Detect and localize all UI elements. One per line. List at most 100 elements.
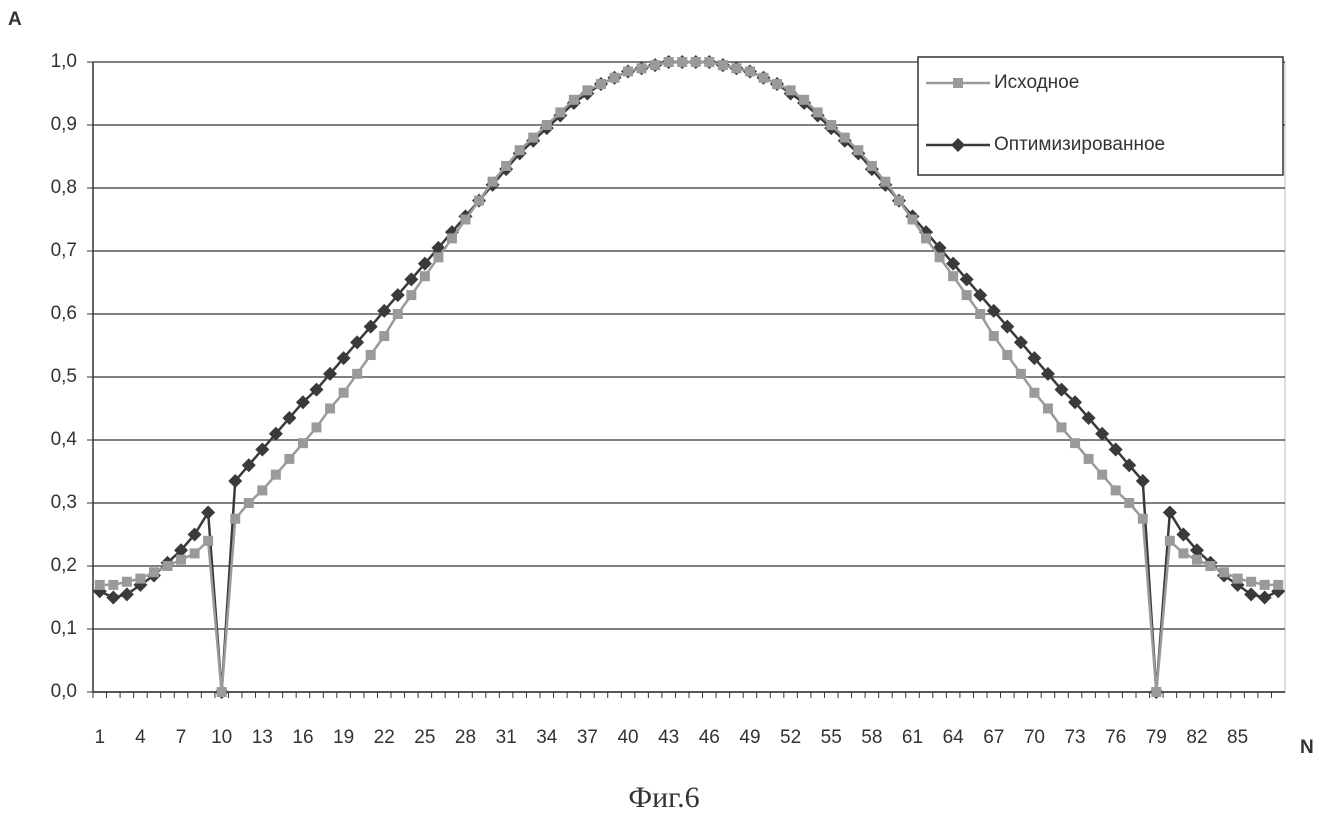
data-point — [474, 196, 484, 206]
x-tick-label: 52 — [780, 727, 801, 748]
data-point — [515, 145, 525, 155]
y-tick-label: 0,3 — [51, 492, 77, 513]
legend: Исходное Оптимизированное — [918, 57, 1283, 175]
data-point — [298, 438, 308, 448]
data-point — [135, 574, 145, 584]
caption: Фиг.6 — [628, 781, 699, 814]
x-tick-label: 13 — [252, 727, 273, 748]
x-tick-label: 40 — [617, 727, 638, 748]
data-point — [420, 271, 430, 281]
data-point — [244, 498, 254, 508]
data-point — [257, 485, 267, 495]
data-point — [555, 107, 565, 117]
data-point — [596, 79, 606, 89]
x-axis-label: N — [1300, 737, 1314, 758]
data-point — [908, 215, 918, 225]
data-point — [488, 177, 498, 187]
x-tick-label: 19 — [333, 727, 354, 748]
data-point — [1029, 388, 1039, 398]
x-tick-label: 34 — [536, 727, 558, 748]
data-point — [718, 60, 728, 70]
data-point — [840, 133, 850, 143]
y-axis-label: A — [8, 9, 22, 30]
data-point — [203, 536, 213, 546]
x-tick-label: 73 — [1064, 727, 1085, 748]
data-point — [122, 577, 132, 587]
data-point — [1246, 577, 1256, 587]
data-point — [623, 66, 633, 76]
legend-marker — [953, 78, 963, 88]
data-point — [650, 60, 660, 70]
x-tick-label: 70 — [1024, 727, 1045, 748]
data-point — [894, 196, 904, 206]
data-point — [1260, 580, 1270, 590]
data-point — [677, 57, 687, 67]
data-point — [664, 57, 674, 67]
x-tick-label: 61 — [902, 727, 923, 748]
data-point — [1206, 561, 1216, 571]
data-point — [691, 57, 701, 67]
data-point — [163, 561, 173, 571]
data-point — [366, 350, 376, 360]
data-point — [826, 120, 836, 130]
data-point — [190, 548, 200, 558]
data-point — [217, 687, 227, 697]
data-point — [1070, 438, 1080, 448]
x-tick-label: 10 — [211, 727, 232, 748]
data-point — [731, 63, 741, 73]
data-point — [393, 309, 403, 319]
legend-label: Оптимизированное — [994, 134, 1165, 155]
data-point — [867, 161, 877, 171]
data-point — [1057, 422, 1067, 432]
data-point — [759, 73, 769, 83]
data-point — [1097, 470, 1107, 480]
y-tick-label: 0,8 — [51, 177, 77, 198]
data-point — [569, 95, 579, 105]
data-point — [1233, 574, 1243, 584]
data-point — [989, 331, 999, 341]
data-point — [433, 252, 443, 262]
data-point — [772, 79, 782, 89]
data-point — [704, 57, 714, 67]
data-point — [406, 290, 416, 300]
data-point — [786, 85, 796, 95]
data-point — [447, 233, 457, 243]
data-point — [284, 454, 294, 464]
x-tick-label: 64 — [943, 727, 965, 748]
chart: A N Фиг.6 0,00,10,20,30,40,50,60,70,80,9… — [0, 0, 1328, 822]
x-tick-label: 58 — [861, 727, 882, 748]
x-tick-label: 25 — [414, 727, 435, 748]
y-tick-label: 0,5 — [51, 366, 77, 387]
data-point — [813, 107, 823, 117]
data-point — [149, 567, 159, 577]
data-point — [176, 555, 186, 565]
data-point — [1016, 369, 1026, 379]
y-tick-label: 1,0 — [51, 51, 77, 72]
data-point — [1138, 514, 1148, 524]
data-point — [352, 369, 362, 379]
x-tick-label: 49 — [739, 727, 760, 748]
legend-label: Исходное — [994, 72, 1079, 93]
y-tick-label: 0,2 — [51, 555, 77, 576]
data-point — [528, 133, 538, 143]
x-tick-label: 85 — [1227, 727, 1248, 748]
data-point — [745, 66, 755, 76]
x-tick-label: 67 — [983, 727, 1004, 748]
data-point — [1165, 536, 1175, 546]
x-tick-label: 1 — [94, 727, 105, 748]
x-tick-label: 55 — [821, 727, 842, 748]
x-tick-label: 43 — [658, 727, 679, 748]
x-tick-label: 16 — [292, 727, 313, 748]
data-point — [95, 580, 105, 590]
legend-box — [918, 57, 1283, 175]
data-point — [501, 161, 511, 171]
y-tick-label: 0,0 — [51, 681, 77, 702]
y-tick-label: 0,4 — [51, 429, 78, 450]
data-point — [975, 309, 985, 319]
data-point — [230, 514, 240, 524]
data-point — [1192, 555, 1202, 565]
data-point — [542, 120, 552, 130]
data-point — [1002, 350, 1012, 360]
data-point — [312, 422, 322, 432]
data-point — [799, 95, 809, 105]
